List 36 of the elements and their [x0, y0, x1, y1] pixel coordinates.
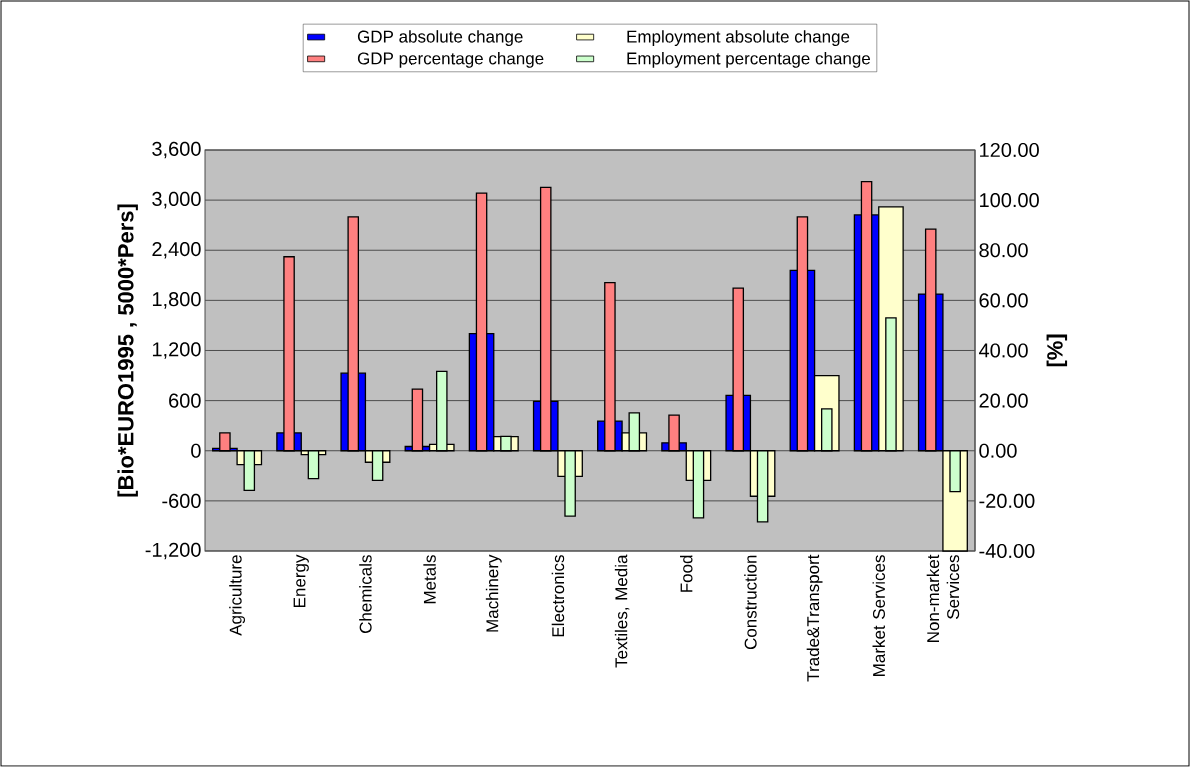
y2-tick-label: 0.00 — [979, 443, 1017, 458]
y-tick-label: -600 — [162, 493, 201, 508]
y-tick-label: 0 — [191, 443, 201, 458]
x-tick-label: Non-market Services — [926, 554, 960, 642]
x-tick-label: Market Services — [872, 555, 886, 676]
y2-tick-label: -40.00 — [979, 543, 1035, 559]
legend-label: Employment absolute change — [627, 30, 850, 46]
y2-tick-label: 60.00 — [979, 293, 1028, 308]
y2-tick-label: 80.00 — [979, 243, 1028, 258]
x-tick-label: Electronics — [551, 555, 565, 637]
x-tick-label: Metals — [423, 555, 436, 604]
y-tick-label: 1,200 — [152, 342, 201, 359]
y2-tick-label: 100.00 — [980, 193, 1039, 208]
y-tick-label: 3,600 — [152, 141, 201, 159]
x-tick-label: Textiles, Media — [614, 554, 630, 668]
legend-label: GDP percentage change — [357, 51, 544, 68]
y-tick-label: 2,400 — [152, 241, 201, 259]
x-tick-label: Trade&Transport — [806, 554, 823, 682]
y2-tick-label: -20.00 — [979, 493, 1035, 508]
x-tick-label: Agriculture — [229, 555, 246, 636]
y2-tick-label: 120.00 — [980, 142, 1039, 158]
y2-tick-label: 20.00 — [979, 393, 1028, 408]
y-tick-label: -1,200 — [145, 542, 201, 560]
x-tick-label: Machinery — [485, 554, 502, 632]
x-tick-label: Chemicals — [359, 555, 372, 634]
y-tick-label: 1,800 — [152, 292, 201, 309]
x-tick-label: Construction — [744, 555, 757, 650]
y2-axis-title: [%] — [1046, 334, 1068, 367]
y-tick-label: 3,000 — [152, 191, 201, 209]
x-tick-label: Food — [680, 555, 693, 592]
legend-label: Employment percentage change — [627, 51, 871, 68]
y-axis-title: [Bio*EURO1995 , 5000*Pers] — [117, 204, 138, 497]
x-tick-label: Energy — [293, 554, 309, 607]
y2-tick-label: 40.00 — [979, 343, 1028, 358]
legend-label: GDP absolute change — [357, 30, 523, 46]
y-tick-label: 600 — [169, 393, 201, 408]
